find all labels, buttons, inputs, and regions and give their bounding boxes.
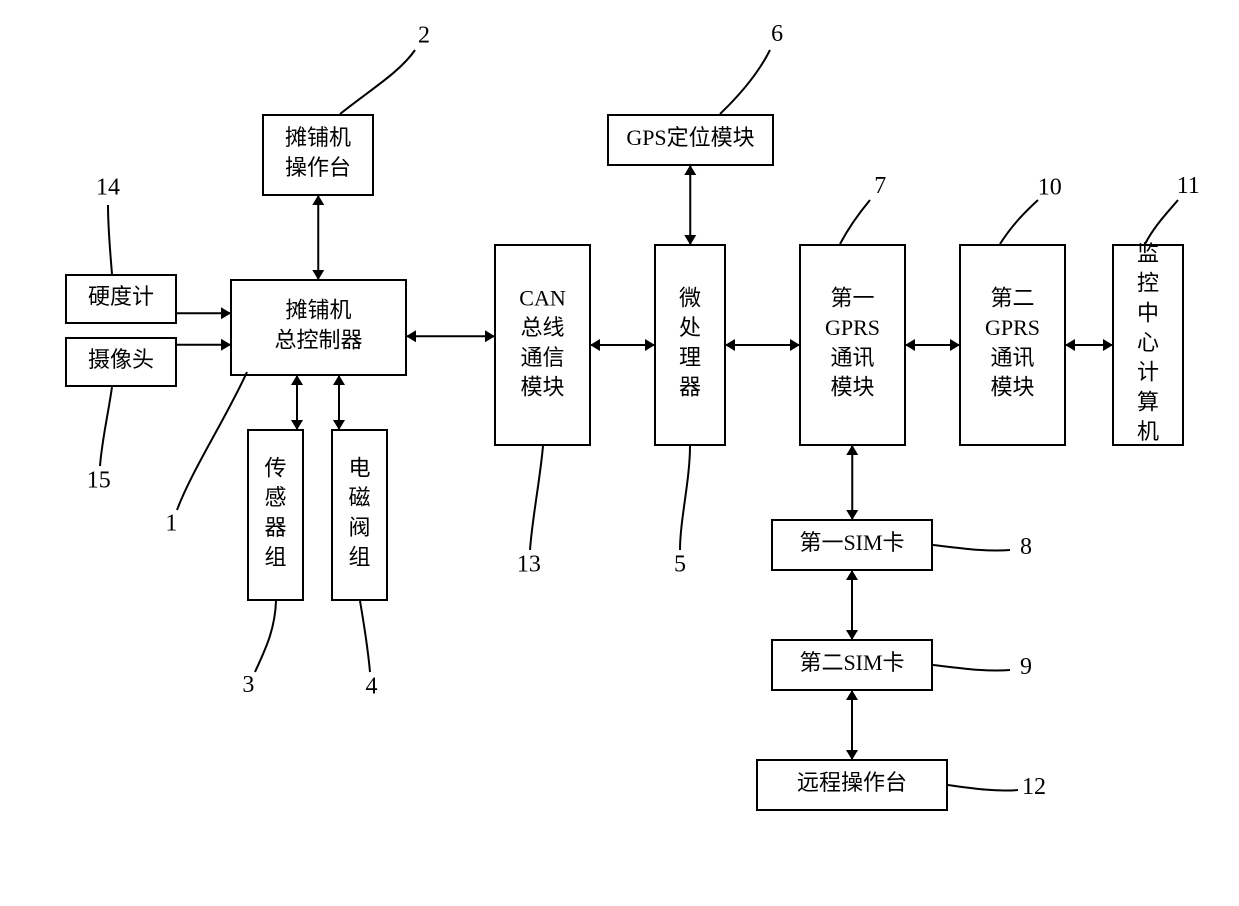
leader-line — [720, 50, 770, 114]
block-label: 远程操作台 — [797, 770, 907, 795]
arrowhead — [333, 420, 345, 430]
ref-number: 10 — [1038, 175, 1062, 201]
arrowhead — [406, 330, 416, 342]
arrowhead — [312, 270, 324, 280]
block-label: 摄像头 — [88, 347, 154, 372]
ref-number: 5 — [674, 552, 686, 578]
arrowhead — [645, 339, 655, 351]
ref-number: 8 — [1020, 534, 1032, 560]
block-label: 心 — [1137, 330, 1159, 355]
block-label: 理 — [679, 345, 701, 370]
ref-number: 13 — [517, 551, 541, 577]
block-label: 算 — [1137, 389, 1159, 414]
block-label: 计 — [1137, 360, 1159, 385]
block-label: GPS定位模块 — [626, 125, 754, 150]
ref-number: 6 — [771, 21, 783, 47]
block-label: 硬度计 — [88, 284, 154, 309]
arrowhead — [950, 339, 960, 351]
arrowhead — [684, 235, 696, 245]
leader-line — [360, 601, 370, 672]
arrowhead — [1103, 339, 1113, 351]
block-label: CAN — [519, 285, 566, 310]
arrowhead — [590, 339, 600, 351]
ref-number: 11 — [1177, 173, 1200, 199]
block-label: 第一SIM卡 — [799, 530, 904, 555]
ref-number: 4 — [365, 673, 377, 699]
block-label: 组 — [264, 545, 286, 570]
ref-number: 15 — [87, 467, 111, 493]
block-label: 监 — [1137, 241, 1159, 266]
block-label: 摊铺机 — [285, 298, 351, 323]
leader-line — [177, 372, 247, 510]
block-label: 器 — [679, 375, 701, 400]
arrowhead — [725, 339, 735, 351]
ref-number: 9 — [1020, 654, 1032, 680]
block-label: 模块 — [520, 375, 564, 400]
block-label: 操作台 — [285, 155, 351, 180]
arrowhead — [846, 510, 858, 520]
ref-number: 12 — [1022, 774, 1046, 800]
arrowhead — [221, 339, 231, 351]
arrowhead — [790, 339, 800, 351]
block-label: 摊铺机 — [285, 125, 351, 150]
block-label: 通讯 — [990, 345, 1034, 370]
leader-line — [680, 446, 690, 550]
block-label: 模块 — [990, 375, 1034, 400]
block-label: 机 — [1137, 419, 1159, 444]
block-label: 通信 — [520, 345, 564, 370]
leader-line — [933, 545, 1010, 551]
block-label: 中 — [1137, 300, 1159, 325]
block-label: 传 — [264, 455, 286, 480]
leader-line — [933, 665, 1010, 671]
block-label: GPRS — [825, 315, 880, 340]
leader-line — [530, 446, 543, 550]
arrowhead — [846, 630, 858, 640]
leader-line — [255, 601, 276, 672]
arrowhead — [291, 420, 303, 430]
ref-number: 1 — [165, 510, 177, 536]
arrowhead — [1065, 339, 1075, 351]
ref-number: 7 — [874, 173, 886, 199]
block-label: 电 — [348, 455, 370, 480]
block-label: 感 — [264, 485, 286, 510]
block-label: 磁 — [348, 485, 370, 510]
block-label: 处 — [679, 315, 701, 340]
arrowhead — [846, 445, 858, 455]
block-label: 阀 — [348, 515, 370, 540]
block-label: 组 — [348, 545, 370, 570]
arrowhead — [333, 375, 345, 385]
block-label: 第一 — [830, 285, 874, 310]
block-label: GPRS — [985, 315, 1040, 340]
ref-number: 3 — [242, 672, 254, 698]
arrowhead — [905, 339, 915, 351]
block-label: 第二SIM卡 — [799, 650, 904, 675]
block-label: 控 — [1137, 271, 1159, 296]
block-label: 第二 — [990, 285, 1034, 310]
diagram-canvas: 摊铺机总控制器摊铺机操作台传感器组电磁阀组微处理器GPS定位模块第一GPRS通讯… — [0, 0, 1239, 906]
arrowhead — [312, 195, 324, 205]
arrowhead — [846, 690, 858, 700]
block-label: 总控制器 — [274, 327, 362, 352]
arrowhead — [485, 330, 495, 342]
arrowhead — [221, 307, 231, 319]
ref-number: 14 — [96, 175, 120, 201]
arrowhead — [846, 570, 858, 580]
leader-line — [840, 200, 870, 244]
arrowhead — [291, 375, 303, 385]
arrowhead — [684, 165, 696, 175]
arrowhead — [846, 750, 858, 760]
leader-line — [340, 50, 415, 114]
leader-line — [1000, 200, 1038, 244]
block-label: 模块 — [830, 375, 874, 400]
ref-number: 2 — [418, 22, 430, 48]
leader-line — [1145, 200, 1178, 244]
block-label: 通讯 — [830, 345, 874, 370]
block-label: 器 — [264, 515, 286, 540]
leader-line — [100, 387, 112, 466]
block-label: 微 — [679, 285, 701, 310]
leader-line — [108, 205, 112, 274]
leader-line — [948, 785, 1018, 791]
block-label: 总线 — [520, 315, 564, 340]
